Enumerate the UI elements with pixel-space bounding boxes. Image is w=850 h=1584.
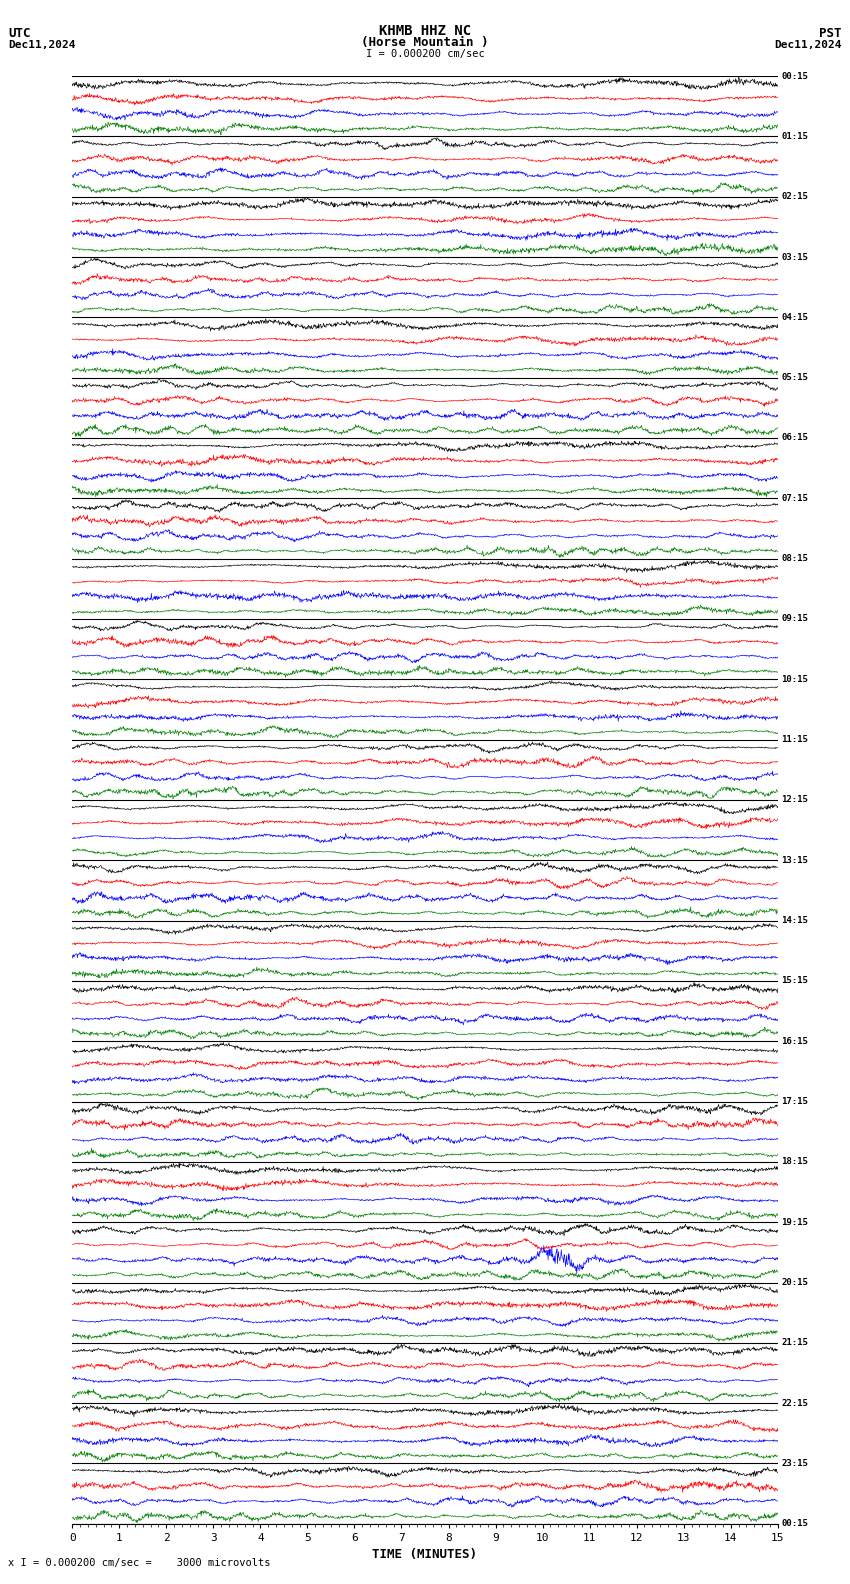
- Text: UTC: UTC: [8, 27, 31, 40]
- Text: 10:15: 10:15: [781, 675, 808, 684]
- Text: 00:15: 00:15: [781, 71, 808, 81]
- Text: 14:15: 14:15: [781, 916, 808, 925]
- Text: Dec11,2024: Dec11,2024: [774, 40, 842, 49]
- Text: 11:15: 11:15: [781, 735, 808, 744]
- Text: PST: PST: [819, 27, 842, 40]
- Text: 03:15: 03:15: [781, 252, 808, 261]
- Text: 17:15: 17:15: [781, 1098, 808, 1106]
- Text: 22:15: 22:15: [781, 1399, 808, 1408]
- Text: I = 0.000200 cm/sec: I = 0.000200 cm/sec: [366, 49, 484, 59]
- Text: 18:15: 18:15: [781, 1158, 808, 1166]
- Text: 21:15: 21:15: [781, 1338, 808, 1348]
- Text: 19:15: 19:15: [781, 1218, 808, 1226]
- Text: KHMB HHZ NC: KHMB HHZ NC: [379, 24, 471, 38]
- Text: 02:15: 02:15: [781, 192, 808, 201]
- Text: Dec11,2024: Dec11,2024: [8, 40, 76, 49]
- Text: 13:15: 13:15: [781, 855, 808, 865]
- Text: 01:15: 01:15: [781, 131, 808, 141]
- Text: 16:15: 16:15: [781, 1036, 808, 1045]
- Text: (Horse Mountain ): (Horse Mountain ): [361, 36, 489, 49]
- Text: 12:15: 12:15: [781, 795, 808, 805]
- Text: x I = 0.000200 cm/sec =    3000 microvolts: x I = 0.000200 cm/sec = 3000 microvolts: [8, 1559, 271, 1568]
- Text: 08:15: 08:15: [781, 554, 808, 564]
- Text: 23:15: 23:15: [781, 1459, 808, 1468]
- Text: 09:15: 09:15: [781, 615, 808, 624]
- Text: 00:15: 00:15: [781, 1519, 808, 1529]
- Text: 15:15: 15:15: [781, 976, 808, 985]
- Text: 04:15: 04:15: [781, 312, 808, 322]
- Text: 07:15: 07:15: [781, 494, 808, 502]
- Text: 05:15: 05:15: [781, 374, 808, 382]
- X-axis label: TIME (MINUTES): TIME (MINUTES): [372, 1549, 478, 1562]
- Text: 06:15: 06:15: [781, 434, 808, 442]
- Text: 20:15: 20:15: [781, 1278, 808, 1288]
